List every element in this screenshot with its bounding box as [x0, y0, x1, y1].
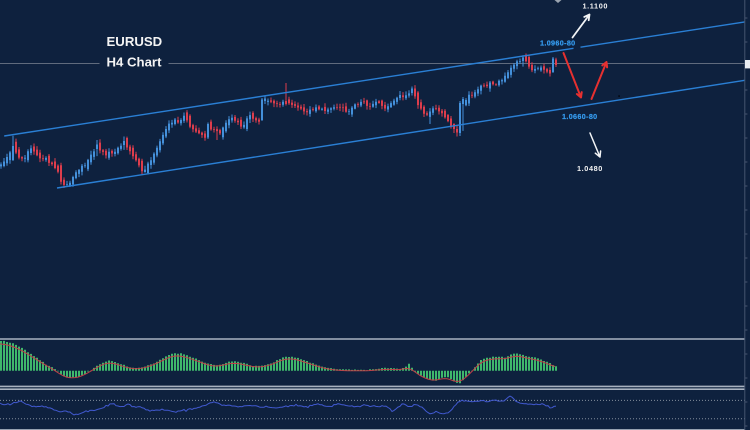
- svg-text:1.0660-80: 1.0660-80: [562, 112, 598, 121]
- svg-text:1.0480: 1.0480: [577, 164, 603, 173]
- svg-text:H4 Chart: H4 Chart: [107, 54, 163, 69]
- svg-text:1.1100: 1.1100: [583, 2, 609, 11]
- svg-text:EURUSD: EURUSD: [107, 34, 163, 49]
- svg-text:1.0960-80: 1.0960-80: [540, 39, 576, 48]
